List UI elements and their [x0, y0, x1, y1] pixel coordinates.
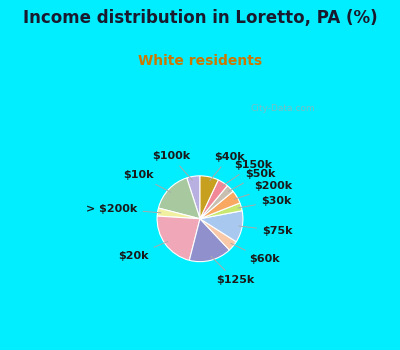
Text: $10k: $10k	[123, 170, 171, 192]
Wedge shape	[200, 191, 240, 219]
Wedge shape	[200, 186, 233, 219]
Text: $200k: $200k	[234, 182, 293, 199]
Wedge shape	[200, 219, 236, 250]
Text: $30k: $30k	[238, 196, 291, 208]
Text: $60k: $60k	[231, 243, 280, 264]
Wedge shape	[187, 176, 200, 219]
Text: $150k: $150k	[222, 160, 272, 186]
Text: $50k: $50k	[228, 169, 275, 191]
Text: $125k: $125k	[211, 256, 254, 285]
Text: City-Data.com: City-Data.com	[250, 104, 315, 113]
Text: > $200k: > $200k	[86, 204, 161, 214]
Wedge shape	[157, 208, 200, 219]
Wedge shape	[200, 211, 243, 242]
Wedge shape	[200, 176, 218, 219]
Text: $20k: $20k	[118, 241, 168, 261]
Wedge shape	[157, 216, 200, 260]
Wedge shape	[189, 219, 229, 262]
Text: $75k: $75k	[239, 226, 293, 236]
Text: Income distribution in Loretto, PA (%): Income distribution in Loretto, PA (%)	[23, 9, 377, 27]
Wedge shape	[200, 203, 242, 219]
Text: $100k: $100k	[152, 151, 192, 180]
Wedge shape	[200, 180, 227, 219]
Text: White residents: White residents	[138, 54, 262, 68]
Wedge shape	[158, 178, 200, 219]
Text: $40k: $40k	[210, 152, 244, 181]
